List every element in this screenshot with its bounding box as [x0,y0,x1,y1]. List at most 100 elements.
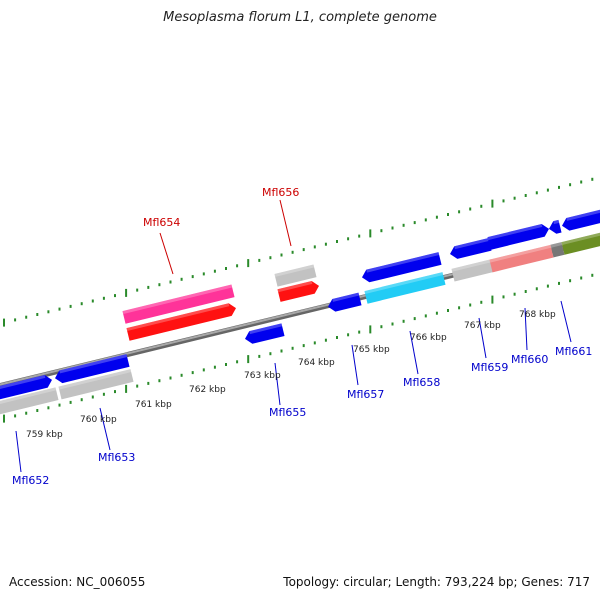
gene-arrow-mfl658-shape[interactable] [360,252,442,284]
gene-box-gray-highlight [451,259,493,272]
gene-box-dark-shape[interactable] [550,242,565,258]
gene-arrow-mfl658-highlight [366,252,440,273]
gene-arrow-mfl656[interactable] [277,280,320,302]
gene-arrow-mfl654-shape[interactable] [126,302,237,341]
leader-line [409,330,419,375]
leader-line [524,307,528,351]
gene-box-mfl654[interactable] [122,284,235,324]
gene-arrow-mfl655-shape[interactable] [243,323,285,345]
gene-arrow-mfl652-shape[interactable] [0,374,54,402]
gene-label-mfl658[interactable]: Mfl658 [403,376,440,389]
accession-text: Accession: NC_006055 [9,575,146,589]
gene-box-mfl654-shape[interactable] [122,284,235,324]
gene-box-mfl660[interactable] [489,244,554,273]
gene-arrow-mfl653-highlight [59,354,128,374]
topology-text: Topology: circular; Length: 793,224 bp; … [283,575,590,589]
gene-label-mfl661[interactable]: Mfl661 [555,345,592,358]
ruler-label: 762 kbp [189,385,226,395]
gene-box-dark-highlight [550,242,563,248]
gene-box-gray-shape[interactable] [274,264,317,287]
ruler-label: 767 kbp [464,321,501,331]
gene-arrow-small[interactable] [547,219,562,235]
ruler-label: 765 kbp [353,345,390,355]
gene-arrow-small-shape[interactable] [547,219,562,235]
gene-label-mfl660[interactable]: Mfl660 [511,353,548,366]
gene-features [0,207,600,417]
ruler-label: 768 kbp [519,310,556,320]
gene-box-mfl660-highlight [489,244,552,263]
gene-arrow-mfl656-shape[interactable] [277,280,320,302]
gene-arrow-mfl654[interactable] [126,302,237,341]
leader-line [159,232,174,275]
gene-arrow-mfl657-highlight [332,292,360,302]
gene-labels[interactable]: Mfl652 Mfl653 Mfl654 Mfl655 Mfl656 Mfl65… [12,186,592,487]
gene-arrow-mfl654-highlight [126,303,230,331]
gene-arrow-mfl657[interactable] [326,292,362,313]
gene-box-gray[interactable] [451,259,495,282]
ruler-label: 763 kbp [244,371,281,381]
gene-box-mfl660-shape[interactable] [489,244,554,273]
gene-arrow-mfl656-highlight [277,280,313,293]
label-leaders [15,199,572,473]
gene-arrow-mfl658[interactable] [360,252,442,284]
gene-label-mfl654[interactable]: Mfl654 [143,216,180,229]
gene-label-mfl653[interactable]: Mfl653 [98,451,135,464]
tick-marks [3,177,594,423]
gene-label-mfl659[interactable]: Mfl659 [471,361,508,374]
gene-box-gray-highlight [58,369,132,390]
gene-arrow-mfl659-shape[interactable] [448,237,492,260]
gene-arrow-mfl660[interactable] [487,223,550,250]
gene-box-gray-shape[interactable] [0,387,59,417]
gene-arrow-mfl652[interactable] [0,374,54,402]
gene-arrow-mfl661-highlight [566,207,600,221]
gene-arrow-mfl660-highlight [487,223,543,241]
gene-box-mfl661-shape[interactable] [561,230,600,255]
gene-box-mfl658[interactable] [364,272,446,304]
gene-box-gray[interactable] [0,387,59,417]
leader-line [274,362,281,406]
gene-arrow-small-highlight [553,219,560,225]
leader-line [99,407,111,451]
gene-box-mfl661[interactable] [561,230,600,255]
gene-arrow-mfl661[interactable] [560,207,600,232]
gene-label-mfl655[interactable]: Mfl655 [269,406,306,419]
ruler-label: 761 kbp [135,400,172,410]
map-title: Mesoplasma florum L1, complete genome [163,10,437,25]
gene-arrow-mfl652-highlight [0,375,46,392]
gene-box-gray-highlight [0,387,57,407]
gene-arrow-mfl653[interactable] [53,354,130,384]
gene-arrow-mfl659[interactable] [448,237,492,260]
leader-line [279,199,292,247]
gene-arrow-mfl653-shape[interactable] [53,354,130,384]
gene-box-mfl658-shape[interactable] [364,272,446,304]
gene-label-mfl656[interactable]: Mfl656 [262,186,299,199]
gene-box-mfl654-highlight [122,284,233,314]
gene-box-gray-highlight [274,264,315,277]
ruler-labels: 759 kbp 760 kbp 761 kbp 762 kbp 763 kbp … [26,310,556,440]
ruler-label: 764 kbp [298,358,335,368]
gene-arrow-mfl660-shape[interactable] [487,223,550,250]
ruler-label: 760 kbp [80,415,117,425]
gene-arrow-mfl661-shape[interactable] [560,207,600,232]
ruler-label: 759 kbp [26,430,63,440]
gene-box-gray-shape[interactable] [58,369,134,400]
gene-arrow-mfl657-shape[interactable] [326,292,362,313]
gene-box-mfl658-highlight [364,272,444,294]
ruler-label: 766 kbp [410,333,447,343]
gene-label-mfl657[interactable]: Mfl657 [347,388,384,401]
leader-line [478,317,487,359]
gene-arrow-mfl655[interactable] [243,323,285,345]
gene-label-mfl652[interactable]: Mfl652 [12,474,49,487]
gene-box-gray[interactable] [58,369,134,400]
gene-box-gray[interactable] [274,264,317,287]
leader-line [15,430,22,473]
gene-arrow-mfl655-highlight [249,323,283,335]
gene-box-gray-shape[interactable] [451,259,495,282]
gene-box-mfl661-highlight [561,230,600,245]
leader-line [351,344,359,386]
leader-line [560,300,572,343]
gene-box-dark[interactable] [550,242,565,258]
gene-arrow-mfl659-highlight [454,237,490,250]
